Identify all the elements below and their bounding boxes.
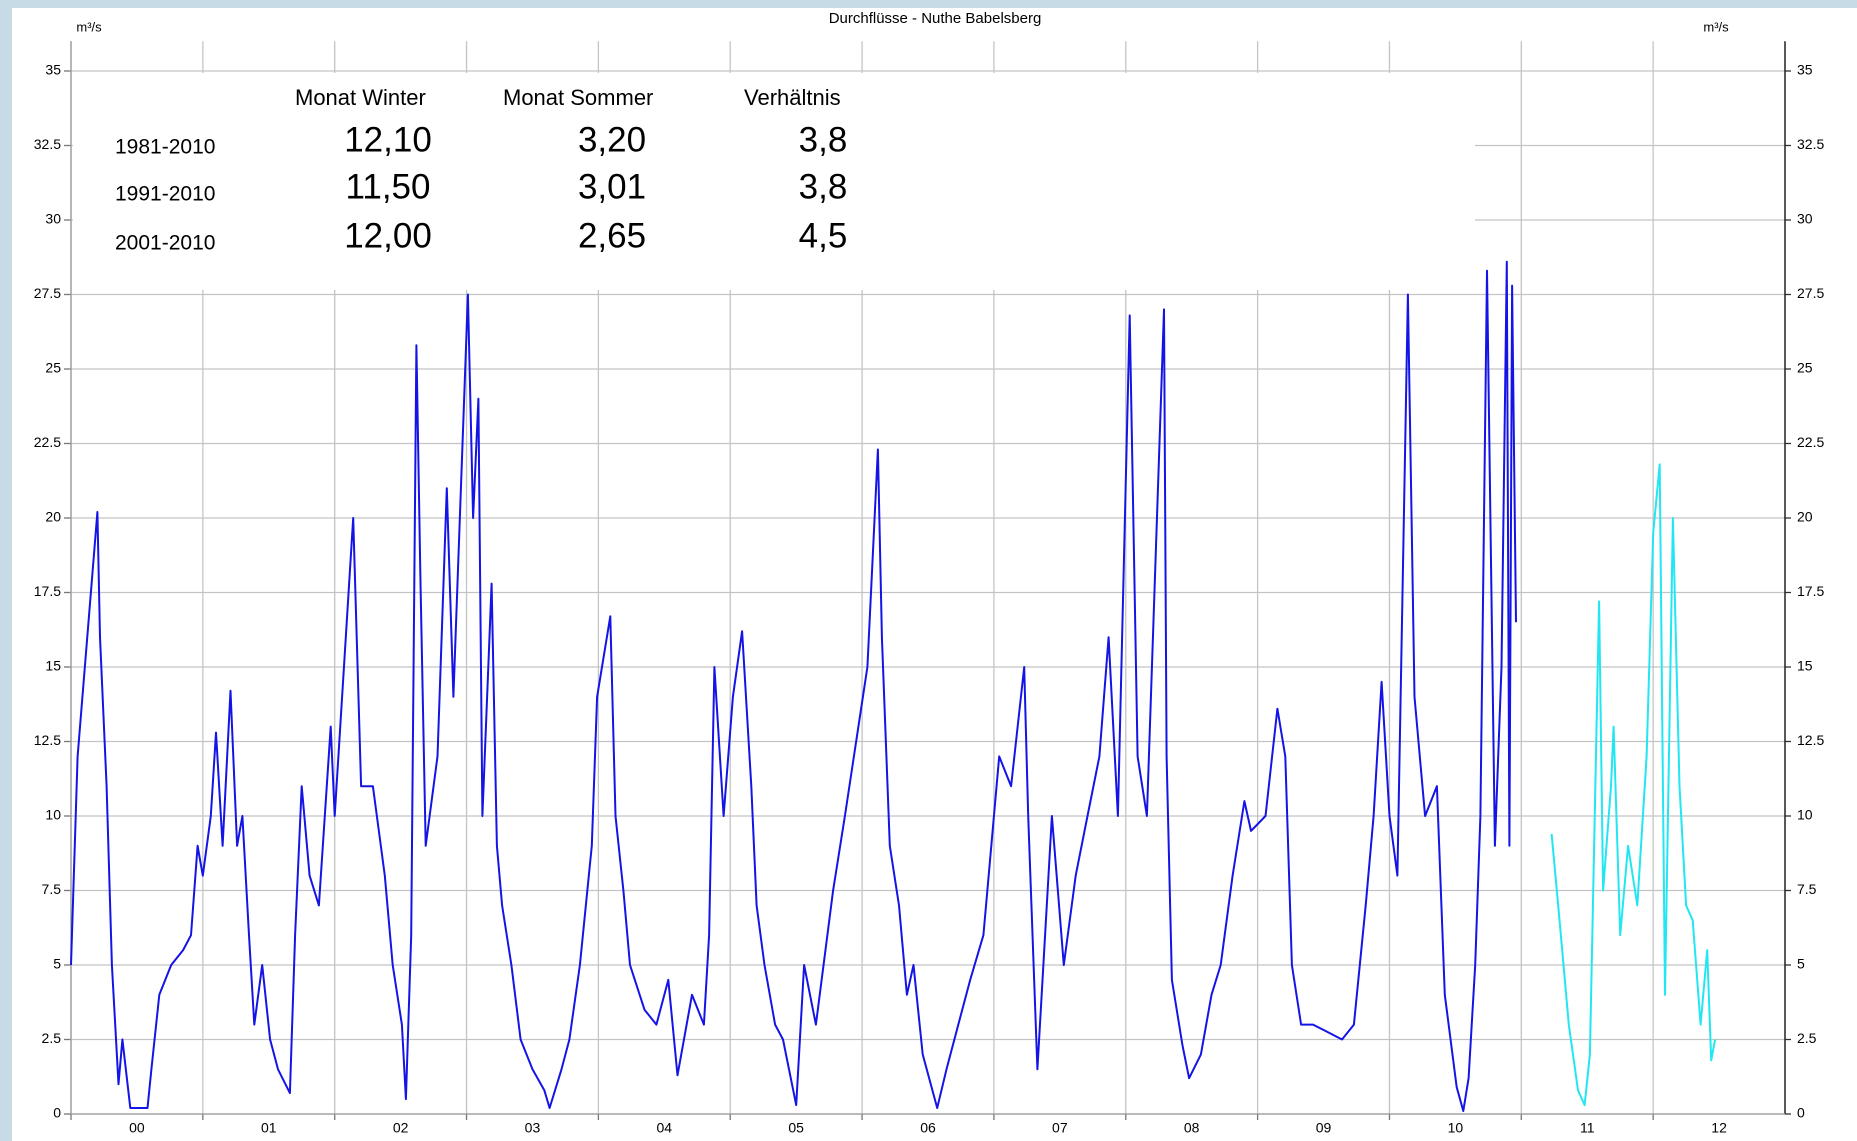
y2-tick-label: 27.5 [1797,285,1824,301]
y-tick-label: 10 [45,807,61,823]
y2-tick-label: 20 [1797,509,1813,525]
x-tick-label: 05 [788,1120,804,1136]
x-tick-label: 01 [261,1120,277,1136]
y2-tick-label: 25 [1797,360,1813,376]
table-value: 12,00 [344,216,432,255]
y2-axis-label: m³/s [1703,19,1729,34]
x-tick-label: 08 [1184,1120,1200,1136]
y2-tick-label: 35 [1797,62,1813,78]
data-line [70,260,1517,1112]
x-tick-label: 10 [1448,1120,1464,1136]
y-tick-label: 20 [45,509,61,525]
y2-tick-label: 17.5 [1797,583,1824,599]
table-row-label: 1991-2010 [115,183,215,206]
y2-tick-label: 12.5 [1797,732,1824,748]
y-tick-label: 27.5 [34,285,61,301]
chart-title: Durchflüsse - Nuthe Babelsberg [829,10,1042,27]
table-row-label: 2001-2010 [115,232,215,255]
x-tick-label: 00 [129,1120,145,1136]
y2-tick-label: 30 [1797,211,1813,227]
table-value: 2,65 [578,216,646,255]
y2-tick-label: 2.5 [1797,1030,1817,1046]
y2-tick-label: 22.5 [1797,434,1824,450]
x-tick-label: 06 [920,1120,936,1136]
y2-tick-label: 15 [1797,658,1813,674]
y-axis-label: m³/s [76,19,102,34]
data-line [1550,463,1717,1107]
y2-tick-label: 5 [1797,956,1805,972]
table-header: Monat Sommer [503,85,653,110]
table-value: 3,01 [578,167,646,206]
y-tick-label: 12.5 [34,732,61,748]
y-tick-label: 30 [45,211,61,227]
table-value: 11,50 [346,167,431,206]
x-tick-label: 11 [1580,1120,1595,1136]
y-tick-label: 2.5 [42,1030,62,1046]
table-row-label: 1981-2010 [115,136,215,159]
y2-tick-label: 7.5 [1797,881,1817,897]
y2-tick-label: 0 [1797,1105,1805,1121]
x-tick-label: 09 [1316,1120,1332,1136]
x-tick-label: 04 [657,1120,673,1136]
table-value: 3,8 [799,120,848,159]
annotation-box [73,73,1475,290]
y2-tick-label: 32.5 [1797,136,1824,152]
y-tick-label: 32.5 [34,136,61,152]
y-tick-label: 35 [45,62,61,78]
y-tick-label: 17.5 [34,583,61,599]
x-tick-label: 03 [525,1120,541,1136]
table-header: Monat Winter [295,85,426,110]
table-value: 12,10 [344,120,432,159]
x-tick-label: 07 [1052,1120,1068,1136]
y-tick-label: 0 [53,1105,61,1121]
y-tick-label: 7.5 [42,881,62,897]
table-value: 4,5 [799,216,848,255]
y-tick-label: 15 [45,658,61,674]
table-value: 3,20 [578,120,646,159]
y-tick-label: 5 [53,956,61,972]
table-value: 3,8 [799,167,848,206]
x-tick-label: 12 [1711,1120,1727,1136]
y-tick-label: 22.5 [34,434,61,450]
x-tick-label: 02 [393,1120,409,1136]
y-tick-label: 25 [45,360,61,376]
table-header: Verhältnis [744,85,841,110]
y2-tick-label: 10 [1797,807,1813,823]
